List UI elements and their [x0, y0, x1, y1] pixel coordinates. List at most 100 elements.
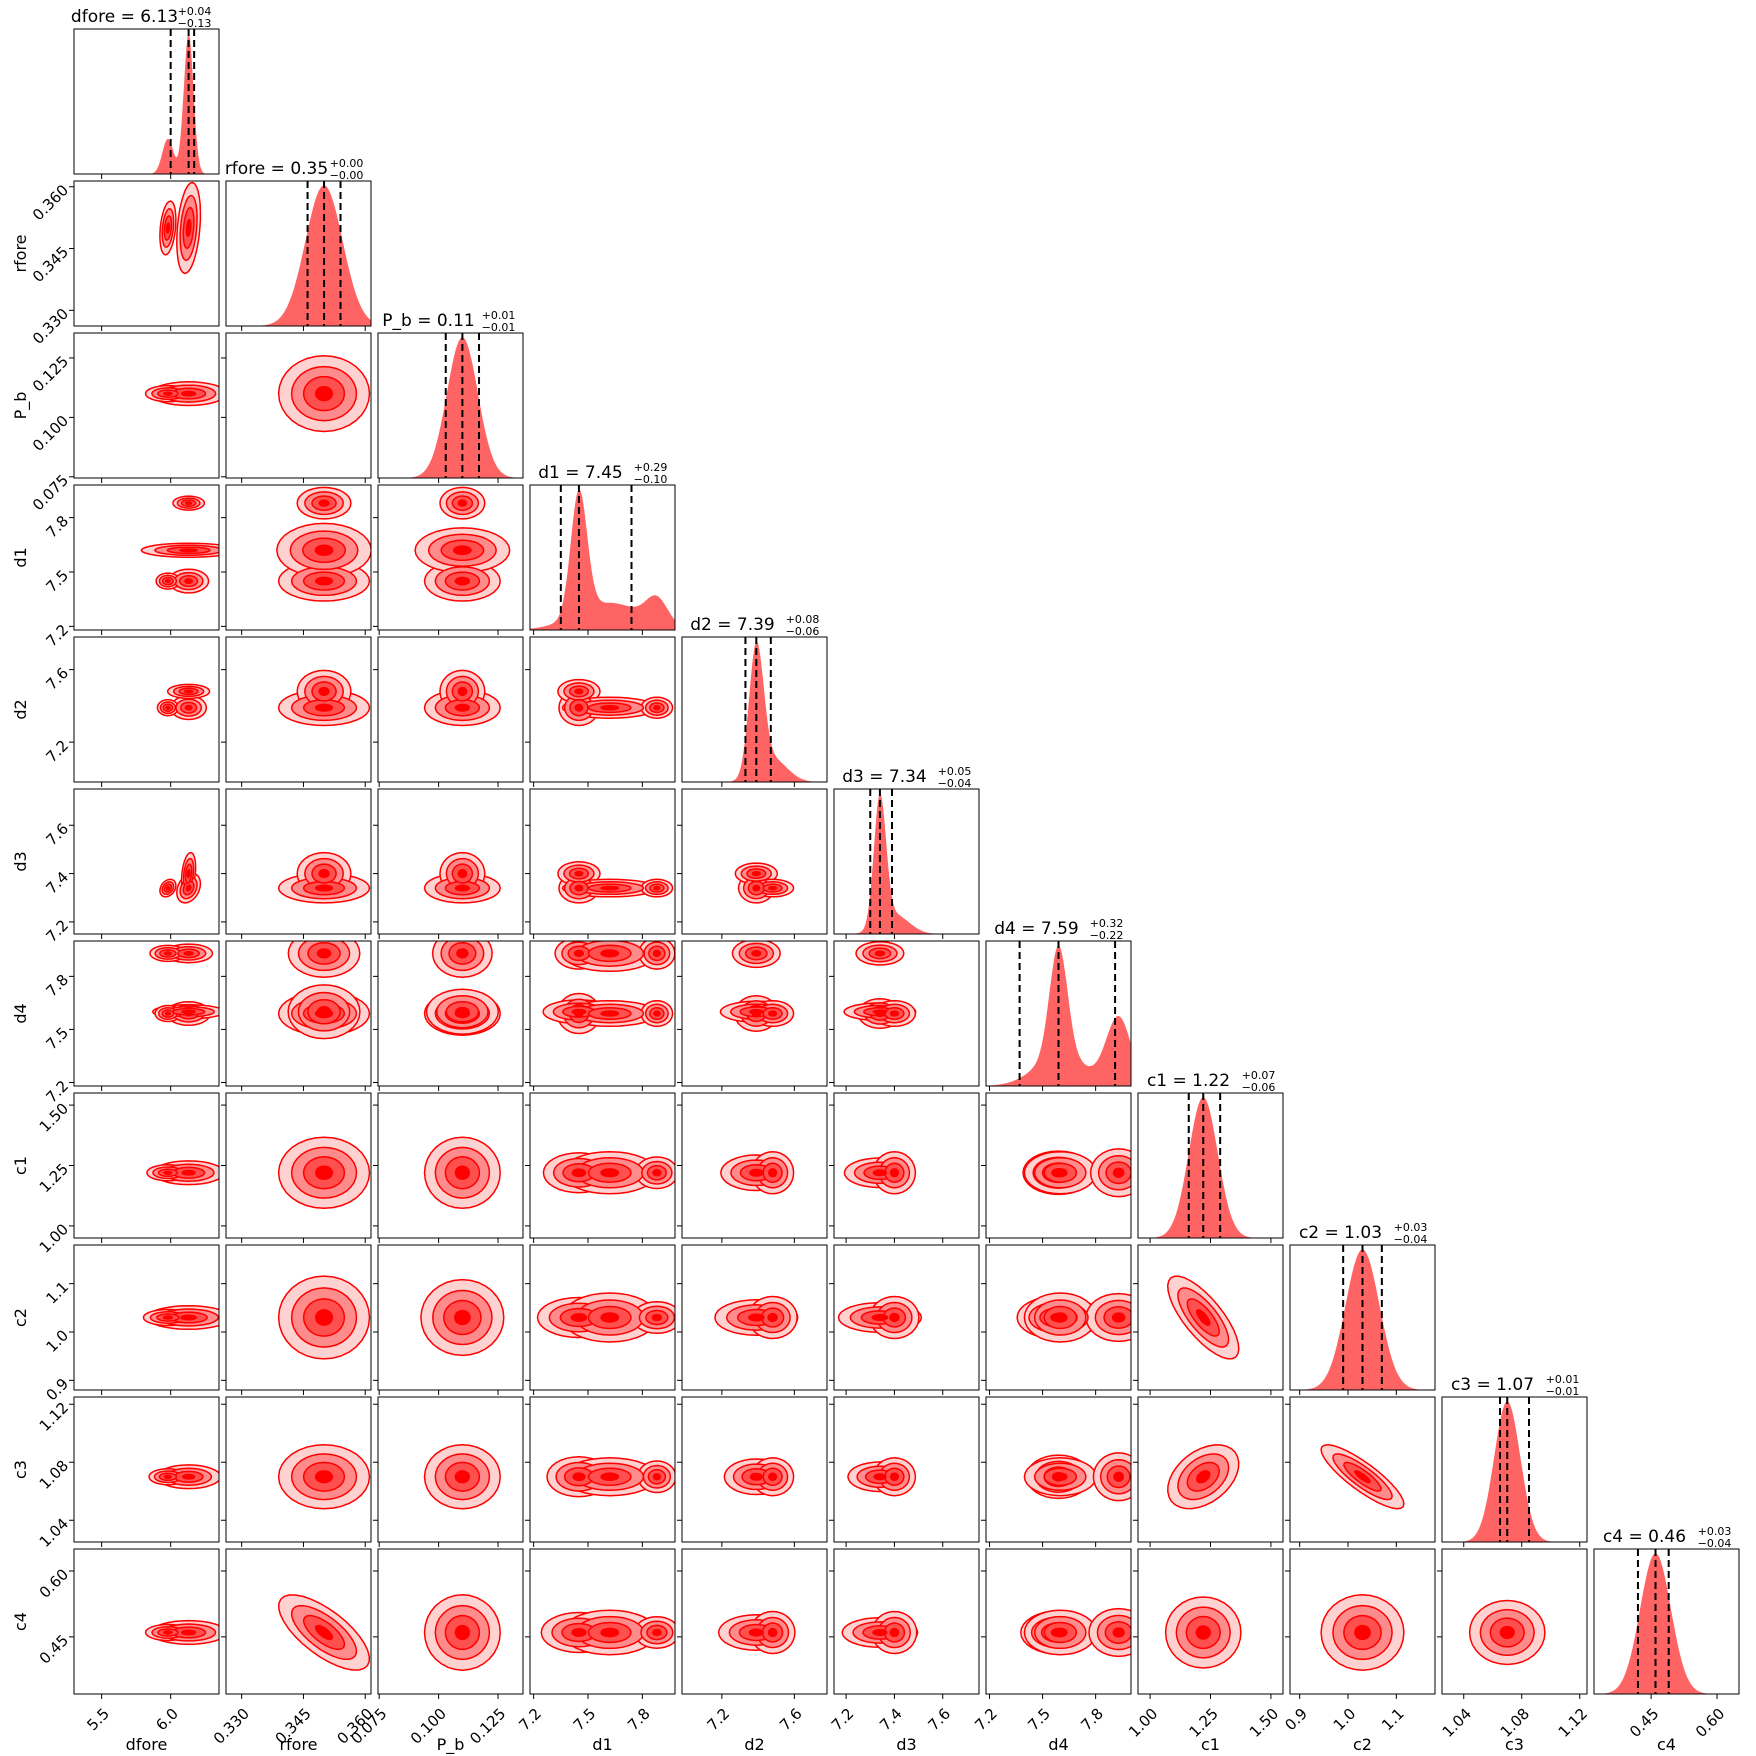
panel-c4-hist: c4 = 0.46 +0.03−0.040.45 0.60 — [1593, 1525, 1740, 1741]
y-axis-label-rfore: rfore — [11, 234, 30, 272]
y-tick-label: 7.8 — [42, 971, 72, 1001]
x-tick-label: 0.125 — [466, 1705, 509, 1748]
contour-level-4 — [314, 1165, 334, 1181]
contour-level-4 — [1052, 1168, 1068, 1178]
panel-frame — [985, 940, 1132, 1087]
panel-dfore-vs-d4: 7.27.57.8 — [42, 940, 220, 1106]
contour-level-4 — [871, 1314, 889, 1321]
x-axis-label-c2: c2 — [1353, 1735, 1372, 1754]
x-axis-label-c3: c3 — [1505, 1735, 1524, 1754]
contour-level-4 — [874, 950, 886, 957]
panel-c3-vs-c4: 1.04 1.08 1.12 — [1437, 1548, 1591, 1741]
panel-d4-hist: d4 = 7.59 +0.32−0.22 — [985, 917, 1132, 1091]
contour-level-4 — [457, 686, 468, 696]
title-minus-d3: −0.04 — [938, 777, 972, 790]
y-axis-label-d1: d1 — [11, 547, 30, 567]
contour-level-4 — [768, 1168, 778, 1178]
y-tick-label: 1.08 — [36, 1457, 72, 1493]
panel-d3-vs-c3 — [829, 1396, 980, 1547]
contour-level-4 — [752, 884, 761, 892]
contour-level-4 — [1052, 1627, 1068, 1638]
contour-level-4 — [751, 950, 762, 957]
panel-frame — [833, 1396, 980, 1543]
contour-level-4 — [600, 885, 620, 891]
contour-level-4 — [872, 1009, 888, 1015]
contour-level-4 — [314, 703, 334, 712]
panel-frame — [73, 180, 220, 327]
contour-level-4 — [1112, 1627, 1125, 1638]
y-axis-label-c3: c3 — [11, 1460, 30, 1479]
title-plus-rfore: +0.00 — [330, 157, 364, 170]
x-tick-label: 5.5 — [83, 1705, 113, 1735]
title-c4: c4 = 0.46 — [1603, 1527, 1686, 1547]
panel-c2-vs-c3 — [1285, 1396, 1436, 1547]
contour-level-4 — [454, 576, 471, 586]
panel-dfore-vs-c3: 1.04 1.08 1.12 — [36, 1396, 220, 1551]
panel-d3-vs-d4 — [829, 940, 980, 1091]
contour-level-4 — [889, 1312, 900, 1323]
contour-level-4 — [165, 222, 171, 234]
panel-d1-vs-d4 — [525, 940, 676, 1091]
contour-level-4 — [574, 688, 584, 695]
x-tick-label: 1.12 — [1555, 1705, 1591, 1741]
title-plus-P_b: +0.01 — [482, 309, 516, 322]
y-tick-label: 1.00 — [36, 1220, 72, 1256]
contour-level-4 — [314, 884, 334, 892]
x-tick-label: 7.6 — [776, 1705, 806, 1735]
panel-c1-vs-c3 — [1133, 1396, 1284, 1547]
contour-level-4 — [316, 1006, 332, 1018]
contour-level-4 — [600, 705, 620, 711]
contour-level-4 — [455, 1006, 470, 1017]
histogram-rfore — [226, 185, 371, 326]
contour-level-4 — [1111, 1312, 1126, 1323]
contour-level-4 — [749, 1472, 763, 1481]
contour-level-4 — [1354, 1470, 1371, 1484]
panel-d2-vs-c2 — [677, 1244, 828, 1395]
contour-level-4 — [652, 949, 661, 958]
contour-level-4 — [768, 1010, 778, 1017]
contour-level-4 — [181, 1169, 196, 1176]
panel-frame — [1289, 1396, 1436, 1543]
contour-level-4 — [600, 1472, 620, 1481]
y-tick-label: 1.04 — [36, 1515, 72, 1551]
panel-P_b-vs-c4: 0.075 0.100 0.125 — [347, 1548, 524, 1748]
panel-c3-hist: c3 = 1.07 +0.01−0.01 — [1441, 1373, 1588, 1547]
contour-level-4 — [574, 870, 584, 877]
contour-level-4 — [164, 1011, 172, 1016]
y-tick-label: 0.330 — [29, 305, 72, 348]
panel-dfore-hist: dfore = 6.13 +0.04−0.13 — [71, 5, 220, 179]
panel-d3-vs-c4: 7.2 7.4 7.6 — [828, 1548, 980, 1735]
contour-level-4 — [1499, 1625, 1515, 1640]
contour-level-4 — [574, 884, 584, 892]
panel-frame — [833, 940, 980, 1087]
panel-frame — [225, 1548, 372, 1695]
panel-frame — [833, 1548, 980, 1695]
histogram-c3 — [1442, 1401, 1587, 1542]
panel-frame — [73, 332, 220, 479]
contour-level-4 — [314, 385, 334, 402]
histogram-c4 — [1594, 1553, 1739, 1694]
panel-rfore-vs-c4: 0.330 0.345 0.360 — [210, 1548, 377, 1748]
panel-frame — [833, 788, 980, 935]
y-tick-label: 7.5 — [42, 1024, 72, 1054]
contour-level-4 — [163, 1630, 173, 1635]
contour-level-4 — [652, 1628, 662, 1637]
title-minus-c3: −0.01 — [1546, 1385, 1580, 1398]
y-tick-label: 0.100 — [29, 412, 72, 455]
y-tick-label: 1.0 — [42, 1326, 72, 1356]
panel-dfore-vs-d1: 7.2 7.5 7.8 — [42, 484, 220, 650]
contour-level-4 — [452, 545, 472, 556]
panel-dfore-vs-rfore: 0.330 0.345 0.360 — [29, 180, 220, 348]
y-tick-label: 1.1 — [42, 1278, 72, 1308]
title-P_b: P_b = 0.11 — [382, 311, 474, 331]
contour-level-4 — [600, 949, 620, 958]
contour-level-4 — [314, 544, 334, 556]
contour-level-4 — [600, 1312, 620, 1323]
panel-d2-hist: d2 = 7.39 +0.08−0.06 — [681, 613, 828, 787]
contour-level-4 — [314, 1309, 334, 1326]
x-axis-label-rfore: rfore — [279, 1735, 317, 1754]
x-tick-label: 7.6 — [924, 1705, 954, 1735]
panel-frame — [529, 636, 676, 783]
panel-frame — [985, 1548, 1132, 1695]
panel-rfore-vs-d1 — [221, 484, 372, 635]
